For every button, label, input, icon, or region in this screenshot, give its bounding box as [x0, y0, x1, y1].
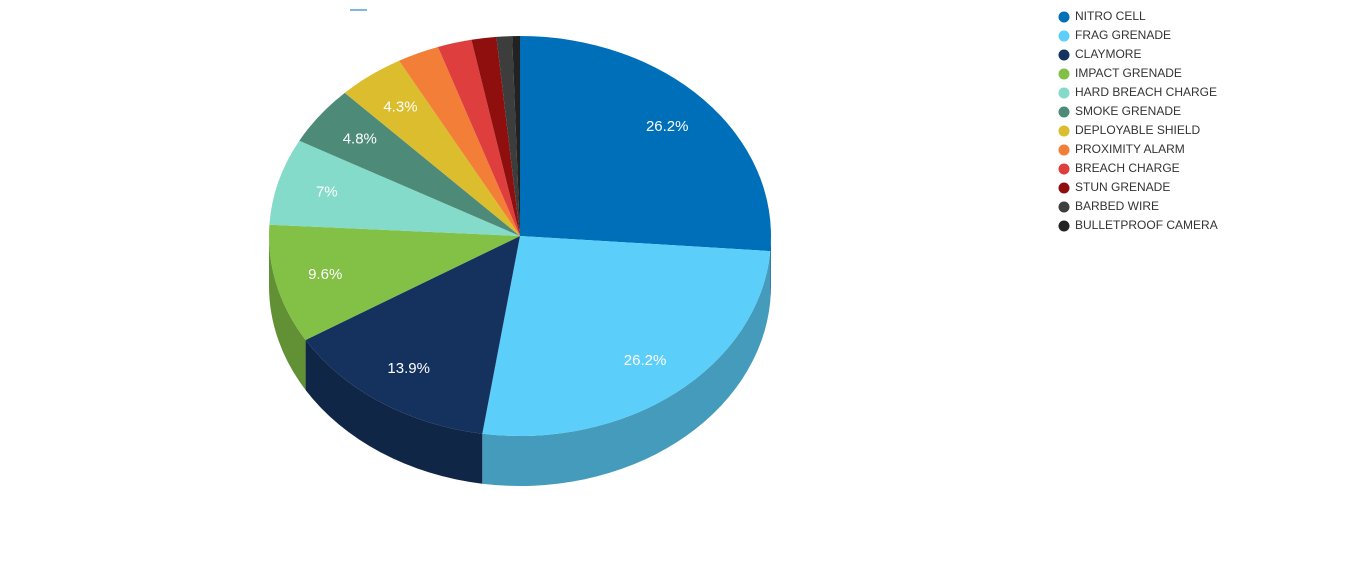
legend-marker: [1058, 87, 1070, 99]
legend-label: HARD BREACH CHARGE: [1075, 85, 1217, 99]
legend-marker: [1058, 30, 1070, 42]
pie-slice: [437, 39, 520, 237]
legend-marker: [1058, 201, 1070, 213]
pie-slice-side: [305, 339, 483, 484]
data-label: 9.6%: [308, 266, 342, 283]
data-label: 7%: [316, 183, 338, 200]
legend-marker: [1058, 163, 1070, 175]
pie-slice: [496, 36, 520, 236]
pie-slice: [305, 236, 520, 434]
legend-label: BULLETPROOF CAMERA: [1075, 218, 1218, 232]
legend-marker: [1058, 11, 1070, 23]
legend-label: FRAG GRENADE: [1075, 28, 1171, 42]
data-label: 4.3%: [383, 98, 417, 115]
pie-slice: [471, 36, 520, 237]
pie-slice: [520, 36, 771, 252]
pie-slice-side: [482, 251, 771, 486]
data-label: 4.8%: [343, 131, 377, 148]
legend-label: SMOKE GRENADE: [1075, 104, 1181, 118]
legend-marker: [1058, 68, 1070, 80]
pie-slice: [399, 46, 520, 237]
legend-label: NITRO CELL: [1075, 9, 1146, 23]
pie-slice-side: [269, 236, 306, 390]
legend-marker: [1058, 144, 1070, 156]
legend-marker: [1058, 125, 1070, 137]
data-label: 26.2%: [646, 118, 689, 135]
legend-marker: [1058, 49, 1070, 61]
legend-label: BREACH CHARGE: [1075, 161, 1180, 175]
pie-slice: [482, 236, 771, 436]
pie-slice: [268, 224, 520, 340]
pie-slice: [299, 92, 520, 236]
legend-label: IMPACT GRENADE: [1075, 66, 1182, 80]
legend-label: CLAYMORE: [1075, 47, 1141, 61]
pie-slice: [512, 36, 520, 236]
legend-marker: [1058, 182, 1070, 194]
legend-label: PROXIMITY ALARM: [1075, 142, 1185, 156]
data-label: 13.9%: [387, 360, 430, 377]
legend-label: DEPLOYABLE SHIELD: [1075, 123, 1200, 137]
pie-slice: [344, 60, 520, 236]
pie-slice-side: [770, 236, 771, 302]
legend-label: BARBED WIRE: [1075, 199, 1159, 213]
pie-slice: [269, 140, 520, 236]
data-label: 26.2%: [624, 352, 667, 369]
legend-label: STUN GRENADE: [1075, 180, 1170, 194]
legend-marker: [1058, 106, 1070, 118]
legend-marker: [1058, 220, 1070, 232]
